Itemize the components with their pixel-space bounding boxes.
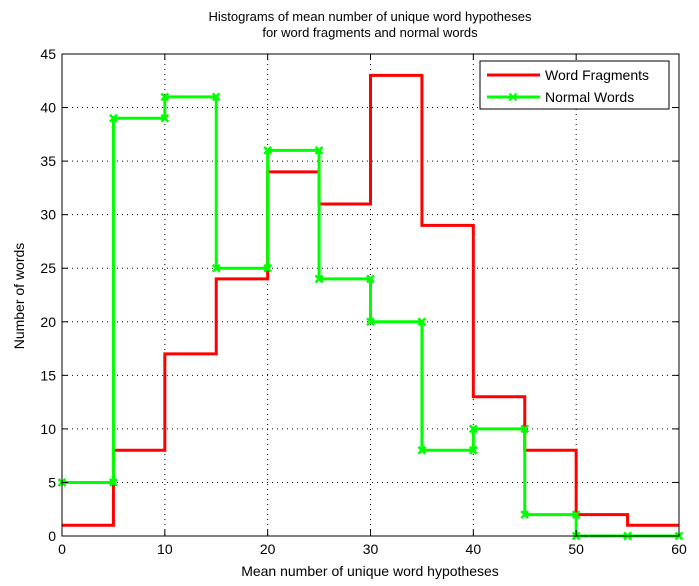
series-point-marker	[520, 510, 530, 519]
series-point-marker	[314, 146, 324, 155]
series-point-marker	[366, 317, 375, 327]
series-point-marker	[417, 445, 427, 455]
series-point-marker	[263, 146, 273, 155]
x-tick-label: 20	[260, 541, 276, 557]
series-point-marker	[109, 478, 118, 487]
x-tick-label: 30	[363, 541, 379, 557]
series-point-marker	[468, 445, 478, 455]
series-point-marker	[160, 92, 170, 102]
series-point-marker	[520, 424, 530, 434]
y-tick-label: 15	[40, 367, 56, 383]
y-tick-label: 5	[48, 474, 56, 490]
x-tick-label: 40	[466, 541, 482, 557]
series-point-marker	[571, 510, 581, 519]
chart-title-line-2: for word fragments and normal words	[262, 25, 478, 40]
series-line-0	[62, 73, 679, 527]
series-point-marker	[160, 113, 170, 123]
x-tick-label: 60	[671, 541, 687, 557]
y-tick-label: 40	[40, 100, 56, 116]
y-tick-label: 20	[40, 314, 56, 330]
series-point-marker	[417, 317, 427, 327]
series-point-marker	[468, 424, 478, 434]
legend-marker-x-icon	[508, 92, 518, 102]
x-axis-label: Mean number of unique word hypotheses	[241, 563, 499, 579]
legend: Word Fragments Normal Words	[479, 60, 670, 110]
legend-box	[479, 60, 670, 110]
x-tick-label: 0	[58, 541, 66, 557]
axis-ticks: 0 10 20 30 40 50 60 0 5 10 15 20 25 30 35 40 45	[40, 46, 687, 557]
y-tick-label: 45	[40, 46, 56, 62]
chart-title-line-1: Histograms of mean number of unique word…	[208, 9, 532, 24]
series-point-marker	[263, 263, 273, 273]
series-point-marker	[109, 113, 118, 123]
series-layer	[57, 73, 684, 541]
series-point-marker	[211, 92, 221, 102]
legend-label-word-fragments: Word Fragments	[545, 67, 649, 83]
y-tick-label: 0	[48, 528, 56, 544]
y-tick-label: 30	[40, 207, 56, 223]
y-tick-label: 35	[40, 153, 56, 169]
series-point-marker	[211, 263, 221, 273]
x-tick-label: 50	[568, 541, 584, 557]
series-point-marker	[366, 274, 375, 284]
y-tick-label: 25	[40, 260, 56, 276]
y-tick-label: 10	[40, 421, 56, 437]
series-point-marker	[314, 274, 324, 284]
x-tick-label: 10	[157, 541, 173, 557]
y-axis-label: Number of words	[11, 243, 27, 350]
legend-label-normal-words: Normal Words	[545, 89, 634, 105]
